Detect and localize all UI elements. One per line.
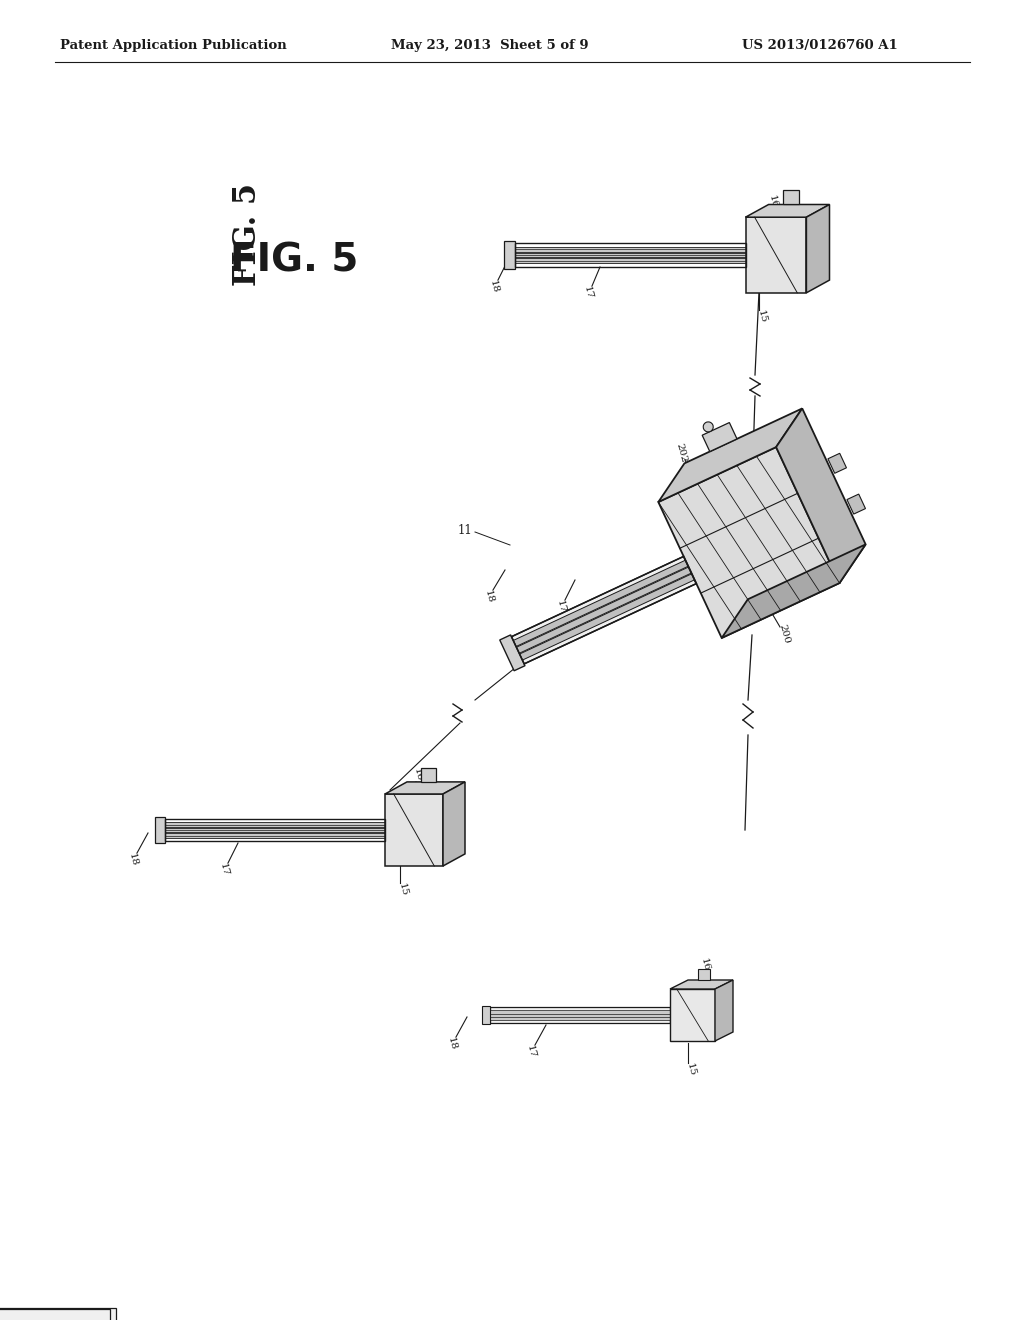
Text: 11: 11 — [458, 524, 472, 536]
Polygon shape — [783, 190, 799, 205]
Polygon shape — [165, 828, 385, 832]
Text: 16: 16 — [699, 957, 711, 973]
Polygon shape — [490, 1010, 670, 1014]
Polygon shape — [421, 768, 435, 781]
Text: 17: 17 — [525, 1044, 537, 1060]
Polygon shape — [0, 1309, 110, 1320]
Polygon shape — [165, 822, 385, 826]
Polygon shape — [722, 544, 865, 638]
Polygon shape — [516, 568, 691, 653]
Polygon shape — [490, 1014, 670, 1016]
Text: 18: 18 — [127, 853, 139, 867]
Text: 17: 17 — [555, 599, 567, 615]
Text: 16: 16 — [412, 767, 424, 783]
Text: FIG. 5: FIG. 5 — [230, 242, 358, 279]
Text: FIG. 5: FIG. 5 — [231, 183, 262, 286]
Polygon shape — [745, 205, 829, 218]
Polygon shape — [658, 408, 802, 502]
Polygon shape — [385, 781, 465, 795]
Text: 17: 17 — [218, 862, 230, 878]
Text: 17: 17 — [582, 285, 594, 301]
Polygon shape — [715, 979, 733, 1041]
Polygon shape — [490, 1007, 670, 1023]
Text: 18: 18 — [488, 280, 500, 294]
Text: May 23, 2013  Sheet 5 of 9: May 23, 2013 Sheet 5 of 9 — [391, 38, 589, 51]
Polygon shape — [482, 1006, 490, 1024]
Polygon shape — [511, 557, 696, 664]
Polygon shape — [847, 494, 865, 513]
Polygon shape — [155, 817, 165, 843]
Polygon shape — [385, 795, 443, 866]
Polygon shape — [670, 979, 733, 989]
Text: Patent Application Publication: Patent Application Publication — [59, 38, 287, 51]
Polygon shape — [0, 1308, 116, 1320]
Text: 18: 18 — [483, 590, 495, 605]
Polygon shape — [514, 259, 745, 263]
Polygon shape — [443, 781, 465, 866]
Polygon shape — [776, 408, 865, 583]
Polygon shape — [698, 969, 710, 979]
Polygon shape — [514, 252, 745, 257]
Polygon shape — [807, 205, 829, 293]
Circle shape — [703, 422, 714, 432]
Polygon shape — [519, 574, 694, 660]
Polygon shape — [702, 422, 737, 451]
Text: 200: 200 — [777, 623, 791, 644]
Text: 202: 202 — [674, 442, 688, 463]
Text: 19: 19 — [716, 445, 728, 461]
Text: 15: 15 — [756, 309, 768, 325]
Polygon shape — [165, 833, 385, 838]
Polygon shape — [513, 560, 688, 647]
Polygon shape — [745, 218, 807, 293]
Polygon shape — [828, 453, 847, 474]
Text: US 2013/0126760 A1: US 2013/0126760 A1 — [742, 38, 898, 51]
Text: 16: 16 — [767, 194, 779, 210]
Polygon shape — [514, 247, 745, 252]
Polygon shape — [500, 635, 525, 671]
Polygon shape — [504, 242, 514, 269]
Polygon shape — [658, 447, 840, 638]
Text: 15: 15 — [685, 1063, 697, 1077]
Text: 15: 15 — [397, 883, 409, 898]
Polygon shape — [670, 989, 715, 1041]
Polygon shape — [490, 1016, 670, 1020]
Text: 18: 18 — [445, 1036, 458, 1052]
